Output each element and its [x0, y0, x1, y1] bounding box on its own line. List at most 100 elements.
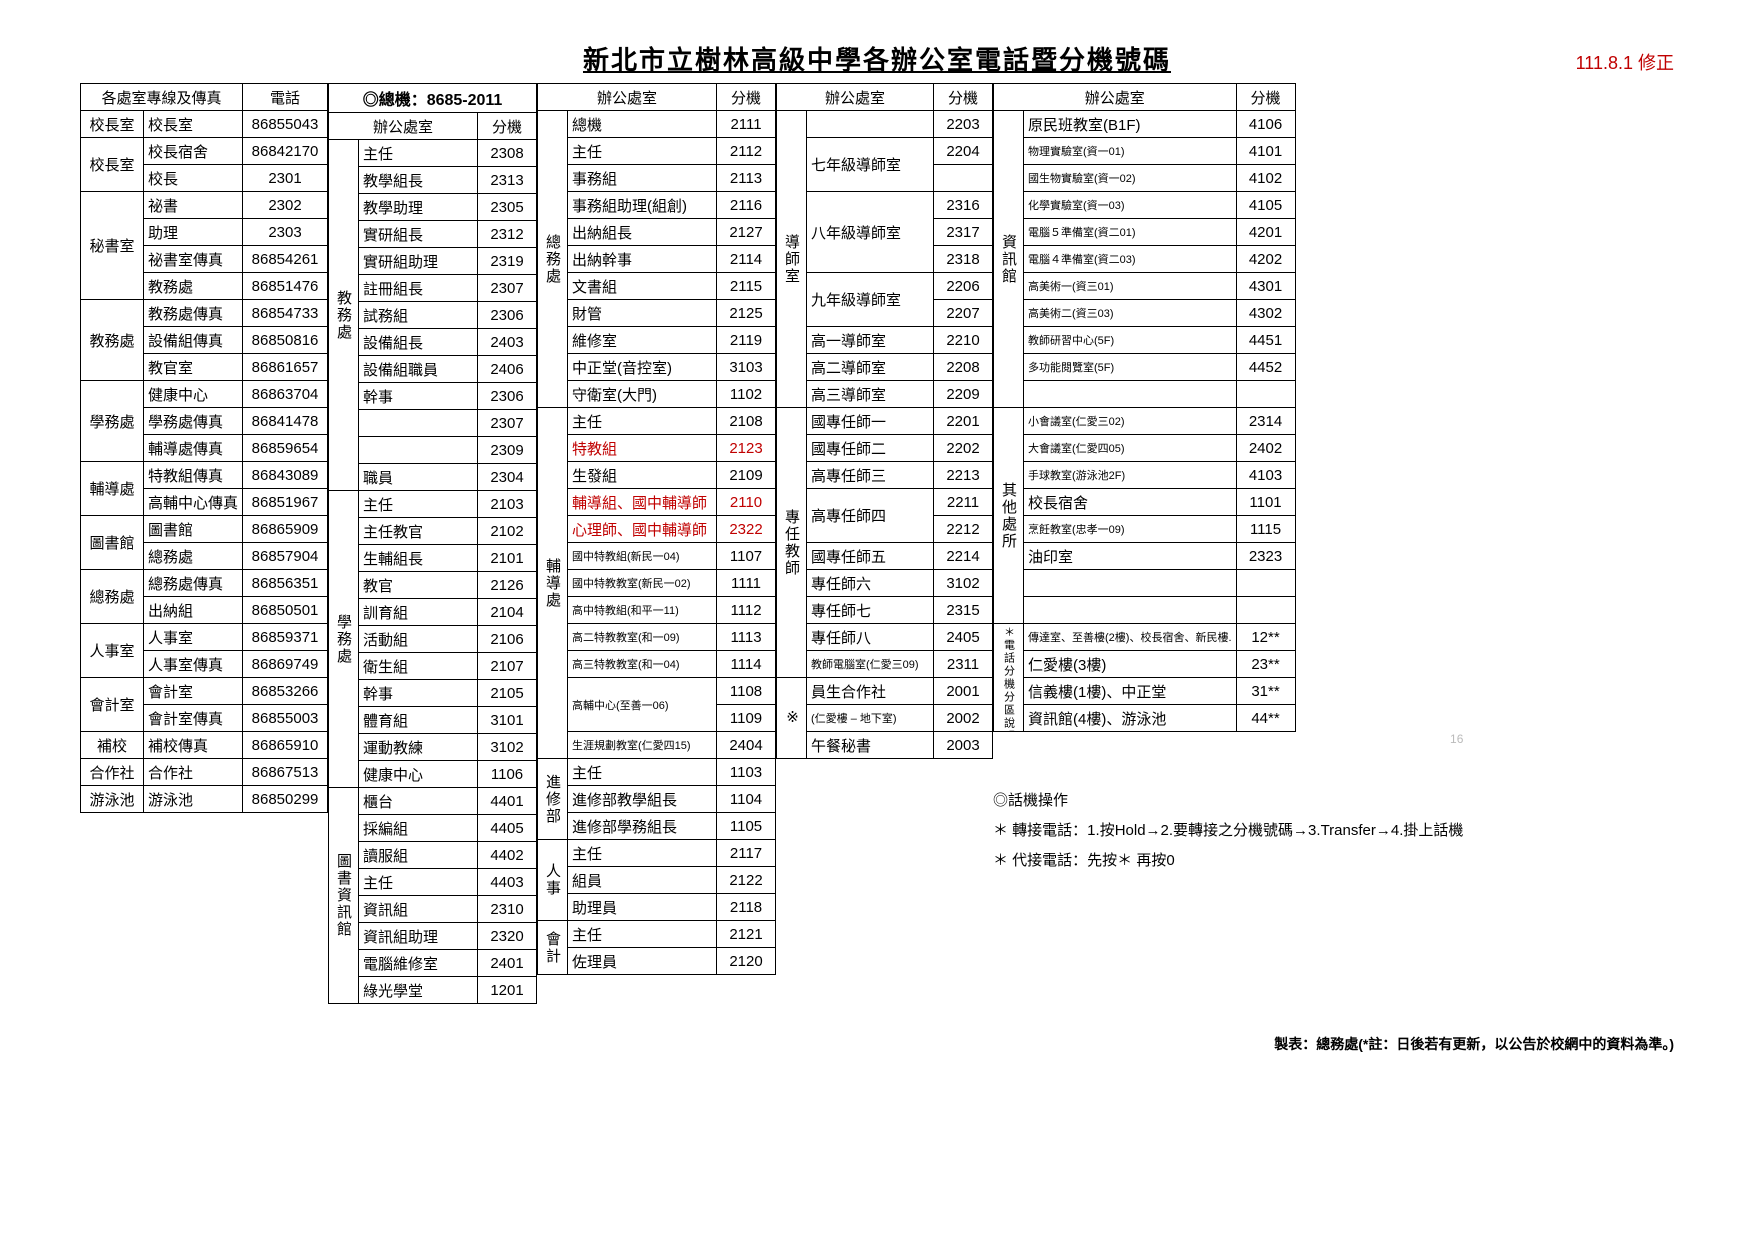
ext-number: 2401 [478, 950, 537, 977]
ext-number: 12** [1236, 624, 1295, 651]
office-name: 物理實驗室(資一01) [1024, 138, 1237, 165]
vlabel: 會計 [538, 921, 568, 975]
office-name: 校長宿舍 [1024, 489, 1237, 516]
office-name: 高輔中心(至善一06) [568, 678, 717, 732]
office-name: 化學實驗室(資一03) [1024, 192, 1237, 219]
line-tel: 86842170 [243, 138, 328, 165]
line-name: 教官室 [144, 354, 243, 381]
ext-number: 2306 [478, 302, 537, 329]
office-name: 幹事 [359, 383, 478, 410]
office-name: 採編組 [359, 815, 478, 842]
line-name: 人事室傳真 [144, 651, 243, 678]
office-name: 專任師六 [807, 570, 934, 597]
office-name: 大會議室(仁愛四05) [1024, 435, 1237, 462]
line-tel: 86854733 [243, 300, 328, 327]
ext-number: 2121 [717, 921, 776, 948]
ext-number: 4202 [1236, 246, 1295, 273]
office-name: 國專任師五 [807, 543, 934, 570]
line-name: 圖書館 [144, 516, 243, 543]
page-title: 新北市立樹林高級中學各辦公室電話暨分機號碼 [583, 40, 1171, 77]
ext-number: 2202 [934, 435, 993, 462]
hdr-office: 辦公處室 [777, 84, 934, 111]
ext-number: 2307 [478, 275, 537, 302]
ext-number: 1103 [717, 759, 776, 786]
office-name: 生涯規劃教室(仁愛四15) [568, 732, 717, 759]
dept-cell: 游泳池 [81, 786, 144, 813]
office-name: 烹飪教室(忠孝一09) [1024, 516, 1237, 543]
office-name: 高三特教教室(和一04) [568, 651, 717, 678]
office-name: 信義樓(1樓)、中正堂 [1024, 678, 1237, 705]
office-name [1024, 570, 1237, 597]
ext-number: 2206 [934, 273, 993, 300]
office-name: 多功能閱覽室(5F) [1024, 354, 1237, 381]
vlabel: 輔導處 [538, 408, 568, 759]
dept-cell: 總務處 [81, 570, 144, 624]
vlabel: 進修部 [538, 759, 568, 840]
office-name: 文書組 [568, 273, 717, 300]
ext-number: 4103 [1236, 462, 1295, 489]
hdr-ext: 分機 [717, 84, 776, 111]
office-name: 運動教練 [359, 734, 478, 761]
ext-number: 4101 [1236, 138, 1295, 165]
office-name: 國生物實驗室(資一02) [1024, 165, 1237, 192]
office-name: 實研組長 [359, 221, 478, 248]
line-tel: 86857904 [243, 543, 328, 570]
office-name: 主任 [568, 759, 717, 786]
ext-number: 1104 [717, 786, 776, 813]
office-name: 主任教官 [359, 518, 478, 545]
office-name: 出納幹事 [568, 246, 717, 273]
ext-number: 3102 [934, 570, 993, 597]
main-ext: ◎總機：8685-2011 [329, 84, 537, 113]
office-name: 特教組 [568, 435, 717, 462]
office-name [1024, 381, 1237, 408]
office-name: 教師研習中心(5F) [1024, 327, 1237, 354]
ext-number: 2323 [1236, 543, 1295, 570]
ext-number: 1114 [717, 651, 776, 678]
ext-number: 2108 [717, 408, 776, 435]
dept-cell: 合作社 [81, 759, 144, 786]
ext-number: 2104 [478, 599, 537, 626]
line-name: 高輔中心傳真 [144, 489, 243, 516]
ext-number: 1101 [1236, 489, 1295, 516]
ext-number: 1108 [717, 678, 776, 705]
office-name: 實研組助理 [359, 248, 478, 275]
ext-number: 4451 [1236, 327, 1295, 354]
ext-number: 2002 [934, 705, 993, 732]
office-name: 總機 [568, 111, 717, 138]
office-name: 資訊組 [359, 896, 478, 923]
line-name: 校長 [144, 165, 243, 192]
ext-number: 2404 [717, 732, 776, 759]
ext-number: 1107 [717, 543, 776, 570]
office-name: 高專任師三 [807, 462, 934, 489]
line-name: 學務處傳真 [144, 408, 243, 435]
office-name: 七年級導師室 [807, 138, 934, 192]
office-name: 午餐秘書 [807, 732, 934, 759]
line-tel: 86867513 [243, 759, 328, 786]
ext-number [1236, 570, 1295, 597]
ext-number: 2211 [934, 489, 993, 516]
office-name: 佐理員 [568, 948, 717, 975]
office-name: 員生合作社 [807, 678, 934, 705]
line-tel: 2303 [243, 219, 328, 246]
office-name: (仁愛樓 – 地下室) [807, 705, 934, 732]
office-name: 國專任師二 [807, 435, 934, 462]
ext-number: 3101 [478, 707, 537, 734]
office-name: 職員 [359, 464, 478, 491]
ext-number: 2310 [478, 896, 537, 923]
office-name: 高專任師四 [807, 489, 934, 543]
table-block5: 辦公處室 分機 資訊館原民班教室(B1F)4106物理實驗室(資一01)4101… [993, 83, 1296, 732]
ext-number: 2126 [478, 572, 537, 599]
line-tel: 86843089 [243, 462, 328, 489]
ext-number: 2113 [717, 165, 776, 192]
office-name: 衛生組 [359, 653, 478, 680]
ext-number: 2308 [478, 140, 537, 167]
office-name: 高中特教組(和平一11) [568, 597, 717, 624]
office-name: 小會議室(仁愛三02) [1024, 408, 1237, 435]
office-name: 教學助理 [359, 194, 478, 221]
line-tel: 86841478 [243, 408, 328, 435]
office-name: 主任 [359, 140, 478, 167]
notes-line1: ＊ 轉接電話：1.按Hold→2.要轉接之分機號碼→3.Transfer→4.掛… [993, 816, 1463, 846]
office-name: 高美術二(資三03) [1024, 300, 1237, 327]
dept-cell: 會計室 [81, 678, 144, 732]
office-name: 高二導師室 [807, 354, 934, 381]
